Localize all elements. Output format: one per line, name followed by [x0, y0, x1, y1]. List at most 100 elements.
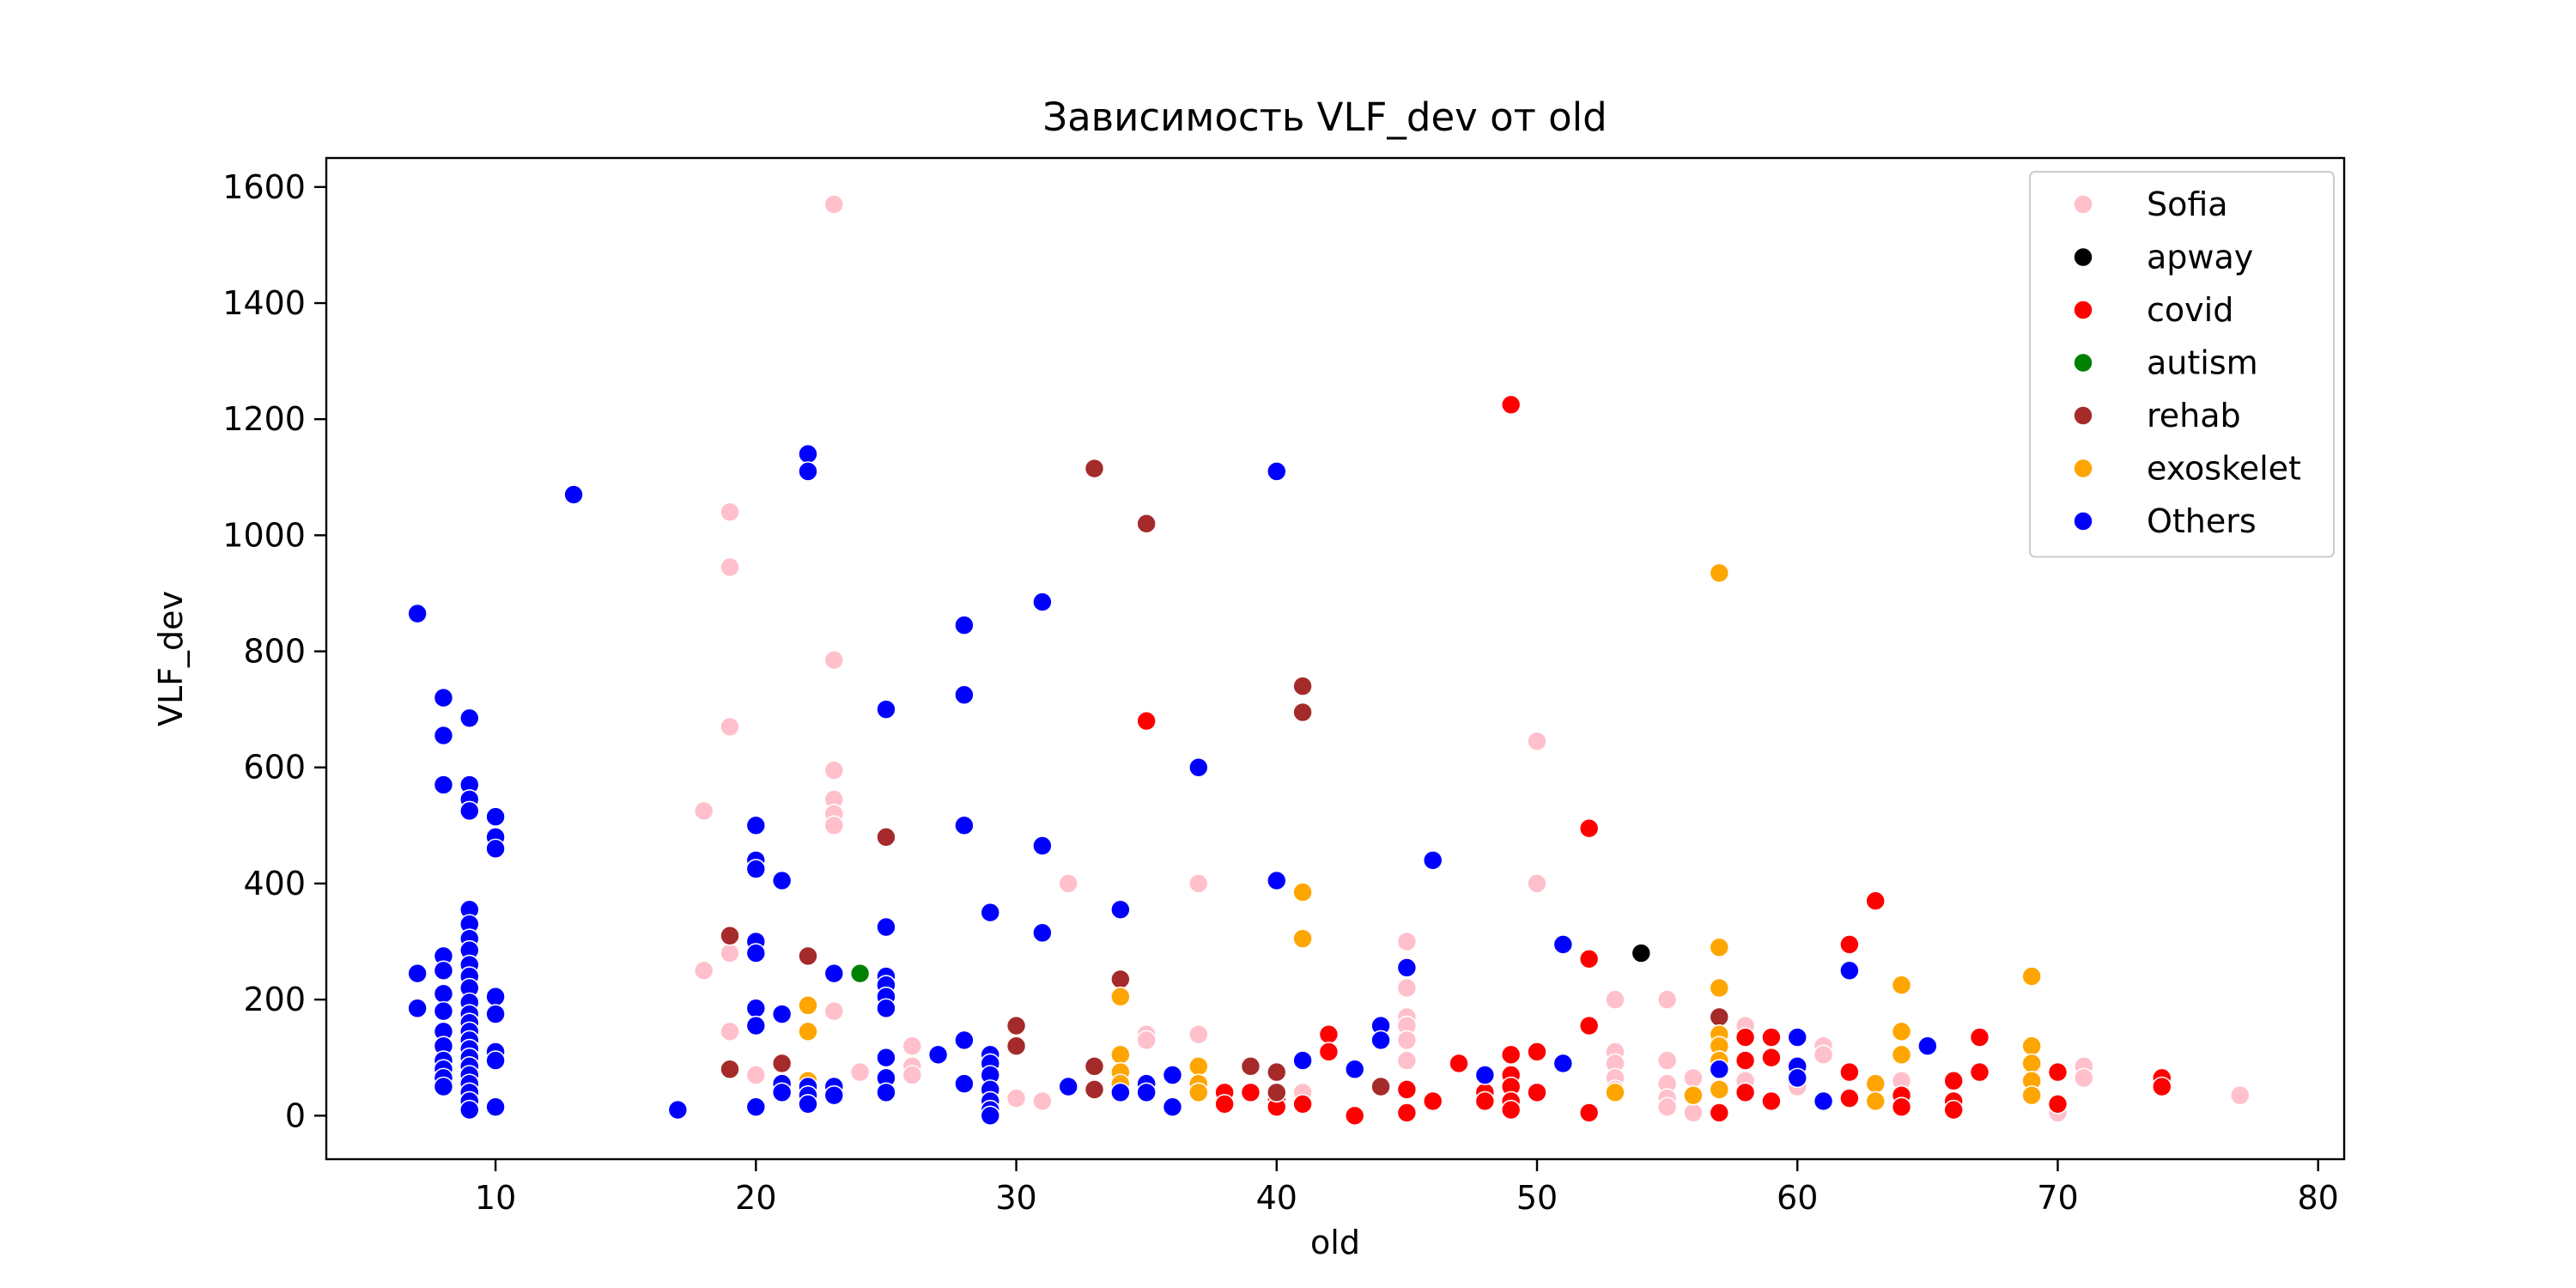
y-axis-label: VLF_dev — [152, 591, 190, 726]
data-point — [1474, 1091, 1496, 1112]
data-point — [876, 699, 896, 720]
data-point — [745, 998, 767, 1019]
data-point — [459, 708, 480, 729]
data-point — [563, 484, 584, 505]
data-point — [980, 1105, 1001, 1127]
y-tick-label: 1000 — [222, 516, 306, 554]
data-point — [876, 1047, 896, 1068]
data-point — [407, 963, 428, 984]
y-tick-label: 1600 — [222, 168, 306, 206]
data-point — [1396, 1050, 1418, 1071]
data-point — [1084, 1079, 1105, 1100]
data-point — [1605, 1082, 1625, 1103]
data-point — [1656, 1097, 1678, 1117]
y-tick-label: 1200 — [222, 400, 306, 438]
data-point — [433, 1076, 454, 1097]
data-point — [667, 1099, 689, 1121]
data-point — [485, 1004, 506, 1024]
legend-label: apway — [2147, 239, 2253, 276]
data-point — [1683, 1103, 1704, 1123]
data-point — [1110, 899, 1131, 920]
data-point — [1188, 1024, 1209, 1045]
data-point — [1032, 922, 1053, 944]
data-point — [485, 1097, 506, 1117]
data-point — [720, 556, 740, 578]
data-point — [1032, 835, 1053, 856]
data-point — [1500, 394, 1522, 416]
data-point — [720, 501, 740, 523]
data-point — [849, 1061, 871, 1083]
data-point — [823, 194, 845, 215]
x-tick-label: 30 — [995, 1179, 1036, 1217]
data-point — [1709, 1079, 1730, 1100]
data-point — [1865, 1073, 1886, 1094]
data-point — [798, 995, 818, 1016]
data-point — [1865, 890, 1886, 912]
data-point — [798, 945, 818, 967]
data-point — [1266, 461, 1287, 482]
data-point — [876, 1082, 896, 1103]
legend-marker — [2073, 405, 2093, 426]
data-point — [1084, 1056, 1105, 1077]
x-tick-label: 50 — [1516, 1179, 1558, 1217]
data-point — [823, 1000, 845, 1022]
data-point — [902, 1065, 923, 1085]
data-point — [798, 461, 818, 482]
x-tick-label: 20 — [735, 1179, 776, 1217]
data-point — [1240, 1056, 1261, 1077]
data-point — [1735, 1027, 1756, 1048]
data-point — [1110, 969, 1131, 990]
y-tick-label: 400 — [243, 865, 306, 902]
data-point — [693, 800, 714, 822]
data-point — [1787, 1067, 1808, 1089]
data-point — [1891, 1097, 1912, 1117]
data-point — [954, 815, 975, 836]
data-point — [1891, 1021, 1912, 1042]
y-axis: 0 200 400 600 800 1000 1200 1400 1600 — [222, 168, 326, 1134]
data-point — [2229, 1084, 2251, 1106]
data-point — [954, 1030, 975, 1051]
data-point — [720, 1021, 740, 1042]
data-point — [1318, 1024, 1340, 1045]
data-point — [1084, 458, 1105, 479]
data-point — [771, 870, 793, 891]
data-point — [459, 800, 480, 822]
legend-label: covid — [2147, 291, 2233, 329]
data-point — [1240, 1082, 1261, 1103]
data-point — [433, 725, 454, 746]
data-point — [2047, 1061, 2069, 1083]
data-point — [902, 1036, 923, 1056]
data-point — [1552, 1053, 1574, 1074]
data-point — [1396, 977, 1418, 999]
data-point — [954, 1073, 975, 1094]
data-point — [1188, 756, 1209, 778]
data-point — [745, 943, 767, 963]
y-tick-label: 1400 — [222, 284, 306, 322]
data-point — [1683, 1084, 1704, 1106]
legend-marker — [2073, 300, 2093, 320]
legend-marker — [2073, 352, 2093, 374]
data-point — [876, 827, 896, 848]
data-point — [1136, 1030, 1157, 1051]
data-point — [823, 815, 845, 836]
data-point — [771, 1004, 793, 1024]
data-point — [1005, 1015, 1027, 1036]
data-point — [485, 806, 506, 827]
data-point — [2021, 1084, 2042, 1106]
data-point — [720, 1059, 740, 1080]
data-point — [720, 716, 740, 738]
data-point — [1344, 1105, 1365, 1127]
data-point — [1058, 873, 1078, 894]
x-tick-label: 40 — [1256, 1179, 1297, 1217]
data-point — [1578, 1103, 1600, 1123]
data-point — [745, 815, 767, 836]
data-point — [1735, 1050, 1756, 1071]
legend-marker — [2073, 194, 2093, 215]
series-exoskelet — [798, 562, 2042, 1112]
y-tick-label: 0 — [285, 1097, 306, 1134]
series-apway — [1631, 943, 1652, 963]
data-point — [1500, 1044, 1522, 1066]
data-point — [1396, 957, 1418, 978]
data-point — [433, 687, 454, 708]
